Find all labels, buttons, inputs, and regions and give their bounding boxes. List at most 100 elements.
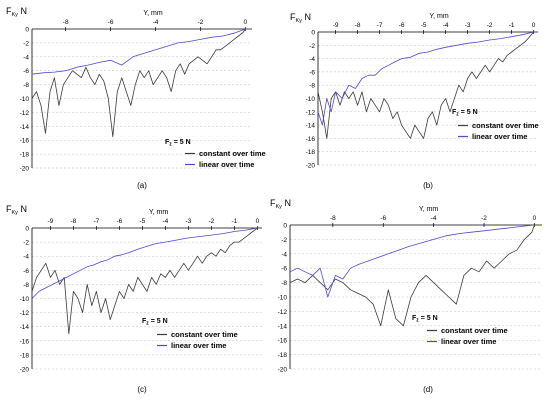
y-axis-title: FKy N [6, 6, 27, 18]
y-tick-label: 0 [311, 30, 315, 37]
y-tick-label: -10 [20, 296, 30, 303]
y-axis-title: FKy N [270, 198, 291, 210]
y-tick-label: -20 [306, 163, 316, 170]
x-tick-label: -8 [330, 215, 336, 222]
y-tick-label: -16 [306, 136, 316, 143]
legend-label: constant over time [199, 149, 266, 158]
series-line [317, 31, 534, 126]
y-tick-label: -2 [23, 40, 29, 47]
x-tick-label: -8 [63, 19, 69, 26]
y-tick-label: -6 [309, 69, 315, 76]
y-tick-label: -20 [20, 166, 30, 173]
legend-label: linear over time [472, 132, 527, 141]
legend-label: constant over time [441, 326, 508, 335]
y-tick-label: -18 [306, 149, 316, 156]
x-tick-label: -2 [487, 22, 493, 29]
y-tick-label: -18 [278, 352, 288, 359]
x-tick-label: -9 [333, 22, 339, 29]
x-tick-label: -5 [140, 218, 146, 225]
chart-panel: 0-2-4-6-8-10-12-14-16-18-20-8 -6 -4 -2 0Y, m… [6, 6, 266, 190]
y-tick-label: -8 [309, 83, 315, 90]
y-tick-label: -2 [281, 237, 287, 244]
y-tick-label: -20 [20, 367, 30, 374]
y-tick-label: -16 [20, 338, 30, 345]
legend-label: constant over time [171, 330, 238, 339]
y-tick-label: -10 [20, 96, 30, 103]
y-tick-label: -14 [20, 124, 30, 131]
y-tick-label: -18 [20, 152, 30, 159]
legend-label: linear over time [441, 337, 496, 346]
y-tick-label: -2 [309, 43, 315, 50]
y-tick-label: -14 [20, 324, 30, 331]
y-tick-label: -6 [281, 266, 287, 273]
y-tick-label: -2 [23, 240, 29, 247]
x-tick-label: -2 [209, 218, 215, 225]
y-tick-label: -8 [23, 282, 29, 289]
x-axis-title: Y, mm [149, 209, 168, 216]
x-tick-label: -5 [421, 22, 427, 29]
y-tick-label: -12 [306, 109, 316, 116]
y-tick-label: -12 [20, 110, 30, 117]
annotation: Fz = 5 N [142, 318, 168, 327]
chart-panel: 0-2-4-6-8-10-12-14-16-18-20-9 -8 -7 -6 -5 -4-… [6, 204, 262, 394]
x-tick-label: -6 [380, 215, 386, 222]
x-tick-label: 0 [243, 19, 247, 26]
x-tick-label: -6 [117, 218, 123, 225]
y-tick-label: -4 [281, 251, 287, 258]
x-tick-label: -7 [377, 22, 383, 29]
y-tick-label: 0 [25, 27, 29, 34]
x-tick-label: -6 [108, 19, 114, 26]
y-tick-label: -14 [278, 323, 288, 330]
series-line [289, 224, 535, 327]
x-tick-label: -4 [431, 215, 437, 222]
panel-label: (b) [423, 181, 433, 190]
x-tick-label: -4 [443, 22, 449, 29]
y-tick-label: -4 [309, 56, 315, 63]
y-tick-label: -8 [281, 280, 287, 287]
y-tick-label: 0 [25, 226, 29, 233]
y-tick-label: -6 [23, 268, 29, 275]
x-tick-label: 0 [533, 215, 537, 222]
y-tick-label: -12 [20, 310, 30, 317]
x-axis-title: Y, mm [429, 13, 448, 20]
y-tick-label: -12 [278, 309, 288, 316]
x-axis-title: Y, mm [143, 10, 162, 17]
y-tick-label: -14 [306, 123, 316, 130]
annotation: Fz = 5 N [452, 109, 478, 118]
panel-label: (c) [137, 385, 147, 394]
panel-label: (a) [137, 181, 147, 190]
legend-label: linear over time [199, 160, 254, 169]
x-tick-label: -4 [153, 19, 159, 26]
y-tick-label: -8 [23, 82, 29, 89]
x-tick-label: -9 [48, 218, 54, 225]
x-tick-label: -3 [186, 218, 192, 225]
y-tick-label: -4 [23, 54, 29, 61]
y-axis-title: FKy N [290, 12, 311, 24]
x-tick-label: -8 [355, 22, 361, 29]
chart-panel: 0-2-4-6-8-10-12-14-16-18-20-9 -8 -7 -6 -5 -4-… [290, 12, 539, 190]
y-tick-label: -16 [20, 138, 30, 145]
x-tick-label: 0 [532, 22, 536, 29]
series-line [31, 227, 258, 299]
x-tick-label: -2 [481, 215, 487, 222]
annotation: Fz = 5 N [165, 139, 191, 148]
y-tick-label: 0 [283, 223, 287, 230]
y-tick-label: -20 [278, 367, 288, 374]
y-tick-label: -18 [20, 352, 30, 359]
x-tick-label: -8 [71, 218, 77, 225]
y-tick-label: -6 [23, 68, 29, 75]
legend-label: constant over time [472, 121, 539, 130]
x-tick-label: -6 [399, 22, 405, 29]
legend-label: linear over time [171, 341, 226, 350]
series-line [289, 224, 535, 298]
annotation: Fz = 5 N [412, 315, 438, 324]
y-tick-label: -16 [278, 338, 288, 345]
x-tick-label: -1 [509, 22, 515, 29]
series-line [31, 28, 246, 138]
y-tick-label: -10 [278, 295, 288, 302]
panel-label: (d) [423, 385, 433, 394]
y-tick-label: -10 [306, 96, 316, 103]
x-tick-label: 0 [256, 218, 260, 225]
